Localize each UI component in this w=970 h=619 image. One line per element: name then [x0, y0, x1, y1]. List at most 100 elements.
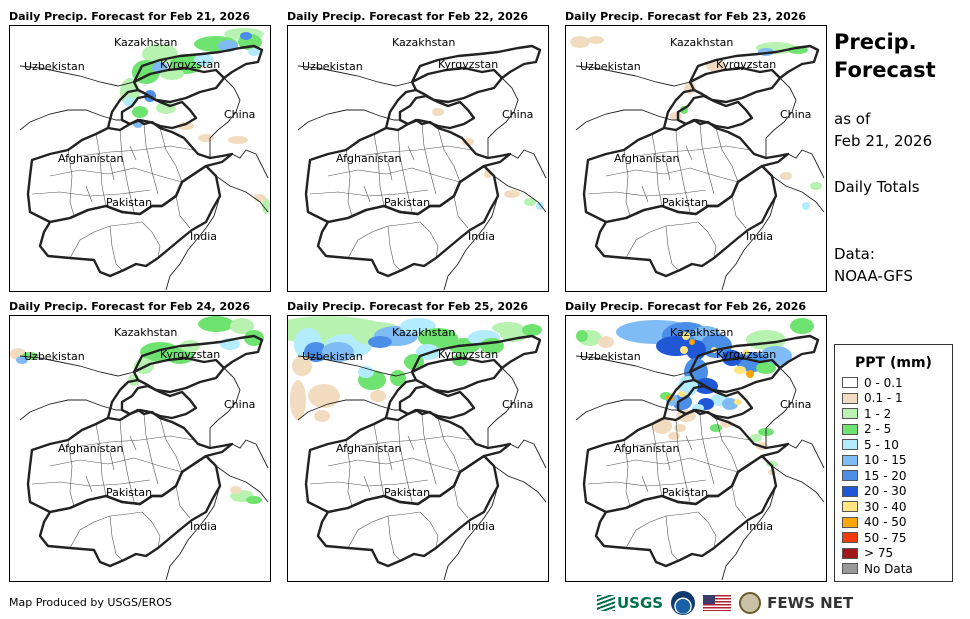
map-label-kazakhstan: Kazakhstan	[392, 36, 455, 49]
precip-cell	[432, 108, 444, 116]
legend-label: 20 - 30	[864, 484, 907, 499]
title-line-2: Forecast	[834, 58, 936, 82]
precip-cell	[198, 134, 214, 142]
legend-swatch	[842, 392, 858, 404]
precip-cell	[689, 339, 695, 345]
legend-label: 2 - 5	[864, 422, 892, 437]
precip-cell	[248, 48, 260, 56]
map-label-afghanistan: Afghanistan	[58, 442, 124, 455]
precip-cell	[674, 424, 686, 432]
precip-cell	[132, 106, 148, 118]
us-flag-icon	[703, 595, 732, 611]
map-label-india: India	[746, 230, 773, 243]
map-label-kyrgyzstan: Kyrgyzstan	[716, 58, 776, 71]
legend-swatch	[842, 563, 858, 575]
precip-cell	[524, 198, 536, 206]
map-label-afghanistan: Afghanistan	[58, 152, 124, 165]
totals-label: Daily Totals	[834, 178, 920, 196]
precip-cell	[254, 194, 266, 202]
precip-cell	[390, 370, 406, 386]
as-of-label: as of	[834, 110, 871, 128]
map-label-kazakhstan: Kazakhstan	[392, 326, 455, 339]
precip-cell	[746, 370, 754, 378]
country-outlines	[582, 44, 820, 278]
precip-cell	[228, 136, 248, 144]
usgs-logo-text: USGS	[617, 594, 664, 612]
precip-cell	[810, 182, 822, 190]
precip-cell	[780, 172, 792, 180]
legend-label: 5 - 10	[864, 437, 899, 452]
legend-swatch	[842, 532, 858, 544]
legend-item: 1 - 2	[835, 406, 952, 422]
map-label-uzbekistan: Uzbekistan	[24, 350, 85, 363]
country-outlines	[26, 334, 264, 568]
precip-cell	[682, 332, 690, 340]
precip-cell	[240, 32, 252, 40]
panel-title: Daily Precip. Forecast for Feb 24, 2026	[9, 300, 251, 313]
country-outlines	[304, 44, 542, 278]
precip-cell	[652, 418, 672, 434]
legend-item: 10 - 15	[835, 453, 952, 469]
map-label-china: China	[224, 398, 255, 411]
map-label-kyrgyzstan: Kyrgyzstan	[716, 348, 776, 361]
precip-cell	[588, 36, 604, 44]
legend-swatch	[842, 470, 858, 482]
map-label-india: India	[468, 230, 495, 243]
producer-credit: Map Produced by USGS/EROS	[9, 596, 172, 609]
precip-cell	[418, 328, 458, 348]
map-label-india: India	[746, 520, 773, 533]
precip-cell	[706, 60, 726, 72]
map-label-pakistan: Pakistan	[384, 486, 430, 499]
map-label-pakistan: Pakistan	[106, 486, 152, 499]
map-label-india: India	[468, 520, 495, 533]
admin-boundaries	[575, 65, 825, 291]
title-line-1: Precip.	[834, 30, 917, 54]
panel-title: Daily Precip. Forecast for Feb 22, 2026	[287, 10, 529, 23]
map-label-china: China	[502, 108, 533, 121]
precip-cell	[244, 330, 264, 346]
precip-cell	[198, 316, 234, 332]
legend-item: 5 - 10	[835, 437, 952, 453]
precip-cell	[722, 398, 738, 410]
map-label-china: China	[224, 108, 255, 121]
precip-cell	[668, 432, 680, 440]
panel-title: Daily Precip. Forecast for Feb 26, 2026	[565, 300, 807, 313]
legend-swatch	[842, 408, 858, 420]
map-label-uzbekistan: Uzbekistan	[580, 60, 641, 73]
as-of-block: as of Feb 21, 2026	[834, 108, 964, 152]
legend-item: > 75	[835, 546, 952, 562]
data-label: Data:	[834, 245, 875, 263]
precip-map-svg: Kazakhstan Uzbekistan Kyrgyzstan China Afgha…	[288, 316, 547, 581]
legend-item: 20 - 30	[835, 484, 952, 500]
country-outlines	[582, 334, 820, 568]
map-label-india: India	[190, 230, 217, 243]
precip-cell	[194, 54, 214, 66]
data-source: NOAA-GFS	[834, 267, 913, 285]
admin-boundaries	[19, 355, 269, 581]
legend-swatch	[842, 485, 858, 497]
precip-cell	[308, 384, 340, 408]
legend-item: 50 - 75	[835, 530, 952, 546]
usgs-mark-icon	[597, 595, 615, 611]
precip-cell	[292, 356, 312, 376]
precip-map-svg: Kazakhstan Uzbekistan Kyrgyzstan China Afgha…	[570, 36, 825, 291]
noaa-logo-icon	[671, 591, 696, 615]
precip-map: Kazakhstan Uzbekistan Kyrgyzstan China Afgha…	[9, 315, 271, 582]
usgs-logo: USGS	[597, 594, 663, 612]
precip-map: Kazakhstan Uzbekistan Kyrgyzstan China Afgha…	[287, 25, 549, 292]
panel-title: Daily Precip. Forecast for Feb 23, 2026	[565, 10, 807, 23]
legend-label: 30 - 40	[864, 499, 907, 514]
precip-cell	[678, 391, 686, 397]
legend-label: 40 - 50	[864, 515, 907, 530]
legend-label: 1 - 2	[864, 406, 892, 421]
legend-item: 2 - 5	[835, 422, 952, 438]
map-label-kyrgyzstan: Kyrgyzstan	[160, 348, 220, 361]
legend-item: 0 - 0.1	[835, 375, 952, 391]
precip-cell	[790, 318, 814, 334]
panel-title: Daily Precip. Forecast for Feb 21, 2026	[9, 10, 251, 23]
precip-cell	[734, 399, 742, 405]
admin-boundaries	[297, 65, 547, 291]
legend-label: 0.1 - 1	[864, 391, 903, 406]
